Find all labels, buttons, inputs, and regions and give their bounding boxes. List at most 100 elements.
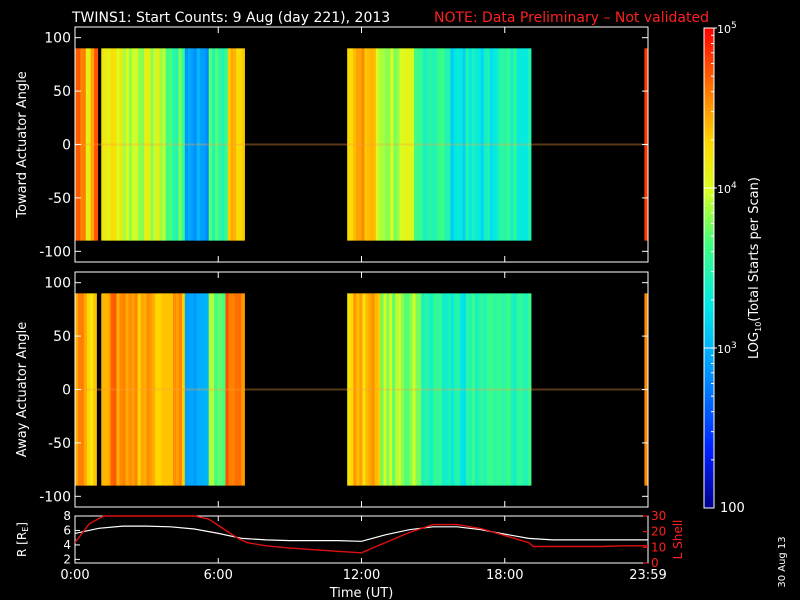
heatmap-cell xyxy=(355,48,360,241)
heatmap-cell xyxy=(389,293,393,486)
heatmap-cell xyxy=(489,293,493,486)
heatmap-cell xyxy=(510,293,514,486)
heatmap-cell xyxy=(104,48,108,241)
heatmap-cell xyxy=(350,48,354,241)
heatmap-cell xyxy=(459,293,464,486)
heatmap-cell xyxy=(119,293,123,486)
colorbar-min-label: 100 xyxy=(720,501,745,516)
heatmap-cell xyxy=(211,293,215,486)
lshell-series-line xyxy=(74,515,648,554)
heatmap-cell xyxy=(448,293,452,486)
heatmap-cell xyxy=(477,293,482,486)
heatmap-cell xyxy=(370,48,374,241)
colorbar: 105 104 103 100 LOG10(Total Starts per Sca… xyxy=(703,21,763,516)
heatmap-cell xyxy=(480,293,485,486)
heatmap-cell xyxy=(381,48,386,241)
heatmap-cell xyxy=(420,48,424,241)
heatmap-cell xyxy=(430,293,434,486)
heatmap-cell xyxy=(219,293,224,486)
heatmap-cell xyxy=(241,48,245,241)
heatmap-cell xyxy=(465,48,470,241)
heatmap-cell xyxy=(445,293,449,486)
heatmap-cell xyxy=(190,48,195,241)
preliminary-note: NOTE: Data Preliminary – Not validated xyxy=(434,10,709,26)
heatmap-cell xyxy=(175,293,180,486)
heatmap-cell xyxy=(435,48,439,241)
heatmap-cell xyxy=(156,48,160,241)
heatmap-cell xyxy=(504,293,508,486)
heatmap-cell xyxy=(93,293,97,486)
heatmap-cell xyxy=(353,293,357,486)
heatmap-cell xyxy=(172,48,176,241)
heatmap-cell xyxy=(153,48,157,241)
ytick-label: -100 xyxy=(39,489,71,505)
heatmap-cell xyxy=(211,48,216,241)
heatmap-cell xyxy=(364,48,368,241)
heatmap-cell xyxy=(501,293,505,486)
heatmap-cell xyxy=(471,293,476,486)
time-xtick-label: 12:00 xyxy=(343,568,380,583)
heatmap-cell xyxy=(429,48,433,241)
heatmap-cell xyxy=(144,48,148,241)
heatmap-cell xyxy=(417,48,421,241)
heatmap-cell xyxy=(371,293,375,486)
heatmap-cell xyxy=(225,293,229,486)
heatmap-cell xyxy=(85,48,89,241)
heatmap-cell xyxy=(402,48,406,241)
heatmap-cell xyxy=(525,293,529,486)
heatmap-cell xyxy=(386,293,390,486)
heatmap-cell xyxy=(122,48,127,241)
ytick-label: -100 xyxy=(39,244,71,260)
heatmap-cell xyxy=(155,293,159,486)
heatmap-cell xyxy=(347,48,351,241)
away-heatmap xyxy=(75,293,649,486)
heatmap-cell xyxy=(238,48,243,241)
heatmap-cell xyxy=(190,293,195,486)
heatmap-cell xyxy=(513,48,517,241)
heatmap-cell xyxy=(80,293,85,486)
heatmap-cell xyxy=(215,48,219,241)
heatmap-cell xyxy=(400,293,405,486)
colorbar-tick-label: 105 xyxy=(717,21,737,36)
heatmap-cell xyxy=(525,48,529,241)
heatmap-cell xyxy=(486,48,491,241)
heatmap-cell xyxy=(412,293,416,486)
heatmap-cell xyxy=(159,48,164,241)
heatmap-cell xyxy=(433,293,437,486)
heatmap-cell xyxy=(492,293,496,486)
heatmap-cell xyxy=(104,293,108,486)
heatmap-cell xyxy=(224,48,229,241)
heatmap-cell xyxy=(90,48,95,241)
heatmap-cell xyxy=(143,293,147,486)
heatmap-cell xyxy=(507,48,511,241)
heatmap-cell xyxy=(208,293,212,486)
heatmap-cell xyxy=(367,48,371,241)
heatmap-cell xyxy=(380,293,384,486)
ytick-label: 50 xyxy=(53,329,71,345)
heatmap-cell xyxy=(409,293,413,486)
heatmap-cell xyxy=(383,293,387,486)
heatmap-cell xyxy=(462,293,467,486)
heatmap-cell xyxy=(161,293,165,486)
toward-yticks: 100 50 0 -50 -100 xyxy=(39,27,649,262)
heatmap-cell xyxy=(116,293,120,486)
heatmap-cell xyxy=(378,48,383,241)
heatmap-cell xyxy=(205,48,210,241)
heatmap-cell xyxy=(158,293,162,486)
heatmap-cell xyxy=(107,48,111,241)
heatmap-cell xyxy=(441,48,445,241)
lshell-ytick-label: 10 xyxy=(651,540,666,554)
heatmap-cell xyxy=(358,48,362,241)
heatmap-cell xyxy=(403,293,408,486)
heatmap-cell xyxy=(513,293,517,486)
heatmap-cell xyxy=(361,48,365,241)
time-xtick-label: 0:00 xyxy=(60,568,89,583)
toward-heatmap xyxy=(75,48,649,241)
heatmap-cell xyxy=(234,293,239,486)
heatmap-cell xyxy=(150,48,154,241)
heatmap-cell xyxy=(83,48,87,241)
heatmap-cell xyxy=(477,48,482,241)
heatmap-cell xyxy=(152,293,156,486)
heatmap-cell xyxy=(436,293,440,486)
heatmap-cell xyxy=(107,293,111,486)
